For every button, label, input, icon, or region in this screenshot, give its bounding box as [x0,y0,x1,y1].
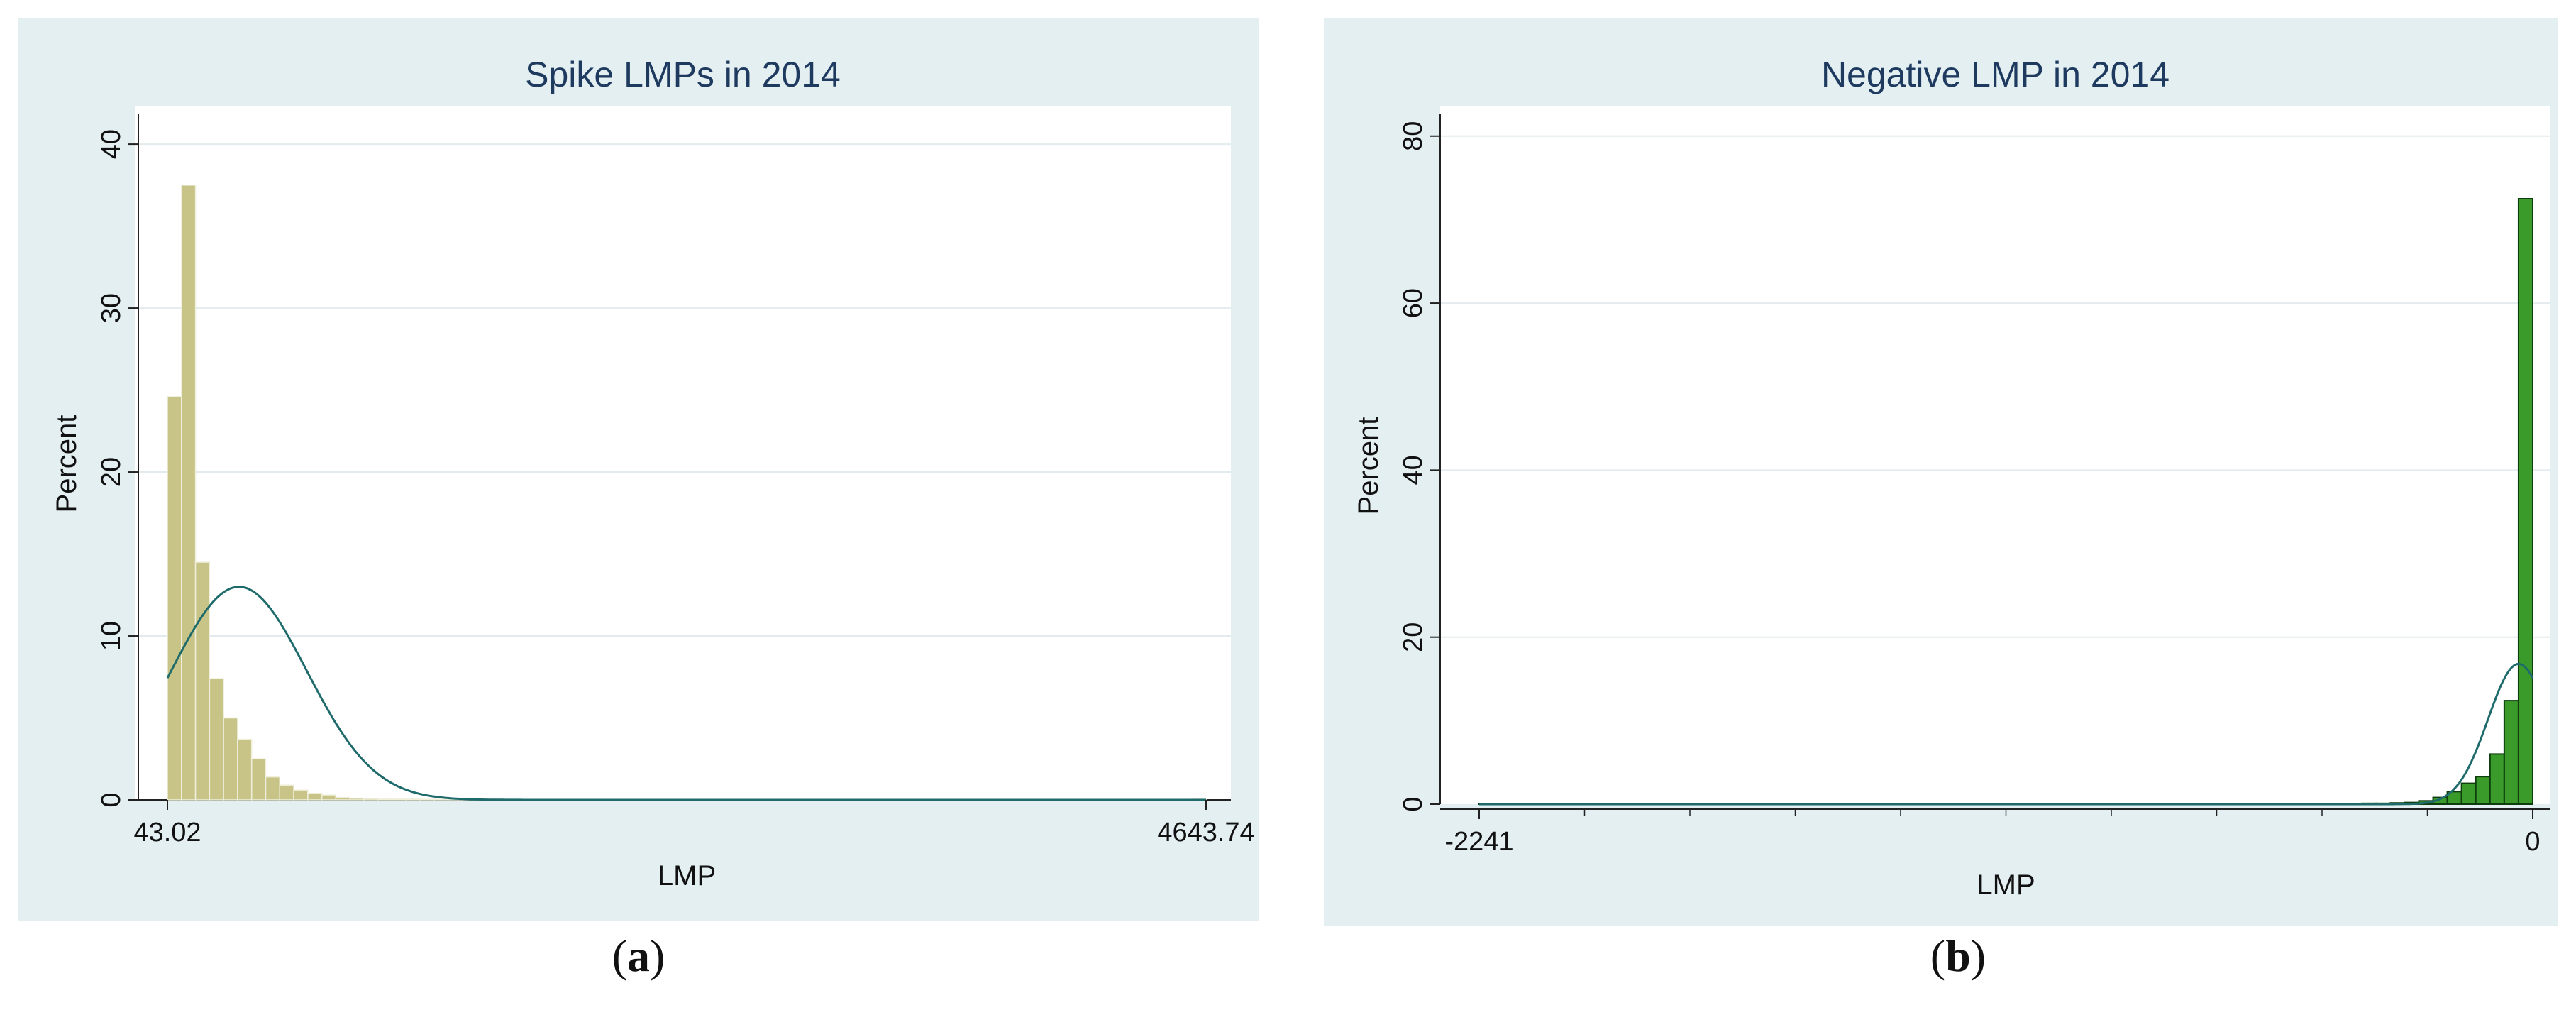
histogram-bar [2460,782,2477,806]
y-tick-label: 20 [1398,622,1428,652]
x-tick-label: 0 [2525,827,2540,857]
plot-area [1440,106,2550,804]
y-axis-label: Percent [1353,417,1384,515]
normal-density-curve [166,586,1206,801]
x-tick-label: 43.02 [133,818,201,847]
caption-a: (a) [612,931,665,981]
histogram-bar [2503,700,2519,805]
y-tick-label: 40 [1398,455,1428,485]
y-tick-label: 20 [96,457,126,487]
y-tick-label: 10 [96,621,126,651]
normal-density-curve [1479,662,2534,806]
x-tick-label: -2241 [1444,827,1513,857]
chart-title: Spike LMPs in 2014 [525,55,841,94]
y-axis-label: Percent [51,415,82,513]
y-tick-label: 80 [1398,121,1428,151]
x-axis-label: LMP [658,860,716,891]
histogram-bar [2489,753,2505,805]
caption-b: (b) [1930,931,1986,981]
plot-area [135,106,1231,800]
chart-title: Negative LMP in 2014 [1821,55,2169,94]
y-tick-label: 30 [96,293,126,323]
x-axis-label: LMP [1977,869,2035,901]
y-tick-label: 40 [96,129,126,159]
y-tick-label: 0 [1398,796,1428,811]
x-tick-label: 4643.74 [1157,818,1254,847]
histogram-bar [2475,776,2491,805]
y-tick-label: 60 [1398,288,1428,318]
chart-a-svg: Spike LMPs in 2014 0 10 20 30 40 43.02 4643.74 L… [51,55,1255,891]
y-tick-label: 0 [96,792,126,807]
histogram-bar [2517,198,2533,805]
